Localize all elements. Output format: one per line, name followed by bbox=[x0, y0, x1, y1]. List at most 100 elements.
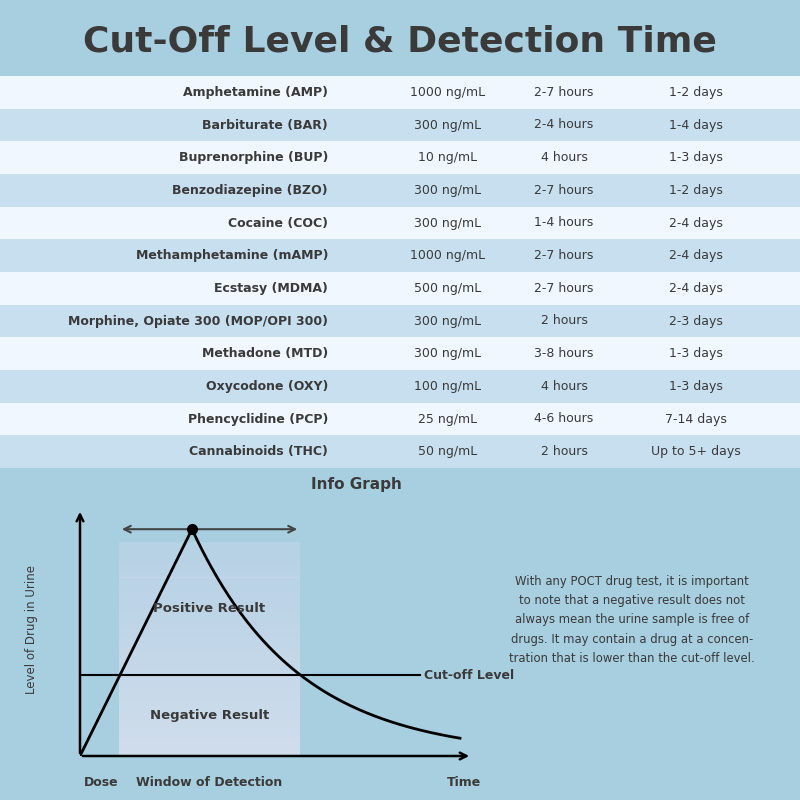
Text: 2 hours: 2 hours bbox=[541, 445, 587, 458]
Text: 4 hours: 4 hours bbox=[541, 151, 587, 164]
Bar bbox=[119, 706, 300, 710]
Bar bbox=[119, 634, 300, 638]
Bar bbox=[119, 663, 300, 666]
Bar bbox=[119, 613, 300, 617]
Text: 25 ng/mL: 25 ng/mL bbox=[418, 413, 478, 426]
Bar bbox=[119, 546, 300, 549]
Bar bbox=[0, 239, 800, 272]
Text: 4-6 hours: 4-6 hours bbox=[534, 413, 594, 426]
Text: 2-3 days: 2-3 days bbox=[669, 314, 723, 327]
Bar bbox=[119, 713, 300, 717]
Text: Dose: Dose bbox=[84, 776, 118, 789]
Text: Level of Drug in Urine: Level of Drug in Urine bbox=[26, 566, 38, 694]
Bar bbox=[119, 566, 300, 570]
Bar bbox=[119, 542, 300, 546]
Text: 100 ng/mL: 100 ng/mL bbox=[414, 380, 482, 393]
Bar bbox=[119, 595, 300, 599]
Bar bbox=[119, 692, 300, 695]
Bar bbox=[119, 602, 300, 606]
Bar bbox=[119, 617, 300, 620]
Bar bbox=[119, 753, 300, 756]
Text: Negative Result: Negative Result bbox=[150, 709, 269, 722]
Bar bbox=[119, 670, 300, 674]
Bar bbox=[0, 305, 800, 338]
Bar bbox=[119, 660, 300, 663]
Bar bbox=[119, 710, 300, 713]
Text: 1-2 days: 1-2 days bbox=[669, 86, 723, 99]
Text: Info Graph: Info Graph bbox=[311, 477, 402, 491]
Text: Methamphetamine (mAMP): Methamphetamine (mAMP) bbox=[135, 249, 328, 262]
Bar bbox=[0, 142, 800, 174]
Text: 1-4 hours: 1-4 hours bbox=[534, 217, 594, 230]
Bar bbox=[119, 560, 300, 563]
Bar bbox=[119, 681, 300, 685]
Text: Up to 5+ days: Up to 5+ days bbox=[651, 445, 741, 458]
Text: 2-4 days: 2-4 days bbox=[669, 217, 723, 230]
Bar bbox=[119, 620, 300, 624]
Bar bbox=[119, 581, 300, 585]
Bar bbox=[119, 549, 300, 553]
Text: Buprenorphine (BUP): Buprenorphine (BUP) bbox=[178, 151, 328, 164]
Bar bbox=[119, 610, 300, 613]
Text: 300 ng/mL: 300 ng/mL bbox=[414, 184, 482, 197]
Bar bbox=[119, 702, 300, 706]
Bar bbox=[0, 338, 800, 370]
Text: 7-14 days: 7-14 days bbox=[665, 413, 727, 426]
Bar bbox=[119, 578, 300, 581]
Bar bbox=[119, 738, 300, 742]
Bar bbox=[119, 695, 300, 699]
Text: 2-4 days: 2-4 days bbox=[669, 249, 723, 262]
Text: 300 ng/mL: 300 ng/mL bbox=[414, 217, 482, 230]
Text: 50 ng/mL: 50 ng/mL bbox=[418, 445, 478, 458]
Text: Cannabinoids (THC): Cannabinoids (THC) bbox=[189, 445, 328, 458]
Bar bbox=[119, 638, 300, 642]
Bar bbox=[119, 727, 300, 731]
Bar bbox=[119, 599, 300, 602]
Bar bbox=[119, 627, 300, 631]
Bar bbox=[119, 699, 300, 702]
Bar bbox=[119, 746, 300, 749]
Bar bbox=[119, 592, 300, 595]
Bar bbox=[119, 563, 300, 566]
Text: Oxycodone (OXY): Oxycodone (OXY) bbox=[206, 380, 328, 393]
Text: Window of Detection: Window of Detection bbox=[136, 776, 282, 789]
Text: Morphine, Opiate 300 (MOP/OPI 300): Morphine, Opiate 300 (MOP/OPI 300) bbox=[68, 314, 328, 327]
Bar bbox=[119, 666, 300, 670]
Bar bbox=[119, 570, 300, 574]
Bar bbox=[119, 556, 300, 560]
Text: 3-8 hours: 3-8 hours bbox=[534, 347, 594, 360]
Text: Methadone (MTD): Methadone (MTD) bbox=[202, 347, 328, 360]
Text: Ecstasy (MDMA): Ecstasy (MDMA) bbox=[214, 282, 328, 295]
Text: 300 ng/mL: 300 ng/mL bbox=[414, 314, 482, 327]
Text: 300 ng/mL: 300 ng/mL bbox=[414, 118, 482, 131]
Bar bbox=[0, 109, 800, 142]
Bar bbox=[119, 717, 300, 720]
Bar bbox=[0, 435, 800, 468]
Text: 4 hours: 4 hours bbox=[541, 380, 587, 393]
Bar bbox=[119, 585, 300, 588]
Bar bbox=[119, 749, 300, 753]
Bar bbox=[119, 646, 300, 649]
Text: 1-3 days: 1-3 days bbox=[669, 347, 723, 360]
Bar bbox=[119, 649, 300, 653]
Text: 2 hours: 2 hours bbox=[541, 314, 587, 327]
Bar bbox=[119, 685, 300, 688]
Text: 500 ng/mL: 500 ng/mL bbox=[414, 282, 482, 295]
Text: Cut-Off Level & Detection Time: Cut-Off Level & Detection Time bbox=[83, 25, 717, 59]
Bar bbox=[0, 272, 800, 305]
Text: 1-4 days: 1-4 days bbox=[669, 118, 723, 131]
Text: Time: Time bbox=[447, 776, 481, 789]
Text: Phencyclidine (PCP): Phencyclidine (PCP) bbox=[188, 413, 328, 426]
Text: Cut-off Level: Cut-off Level bbox=[424, 669, 514, 682]
Bar bbox=[119, 624, 300, 627]
Bar bbox=[119, 553, 300, 556]
Bar bbox=[119, 588, 300, 592]
Text: Positive Result: Positive Result bbox=[154, 602, 266, 615]
Bar bbox=[0, 206, 800, 239]
Text: 1000 ng/mL: 1000 ng/mL bbox=[410, 249, 486, 262]
Text: 10 ng/mL: 10 ng/mL bbox=[418, 151, 478, 164]
Text: 2-4 days: 2-4 days bbox=[669, 282, 723, 295]
Text: Cocaine (COC): Cocaine (COC) bbox=[228, 217, 328, 230]
Bar bbox=[0, 370, 800, 402]
Bar bbox=[119, 731, 300, 734]
